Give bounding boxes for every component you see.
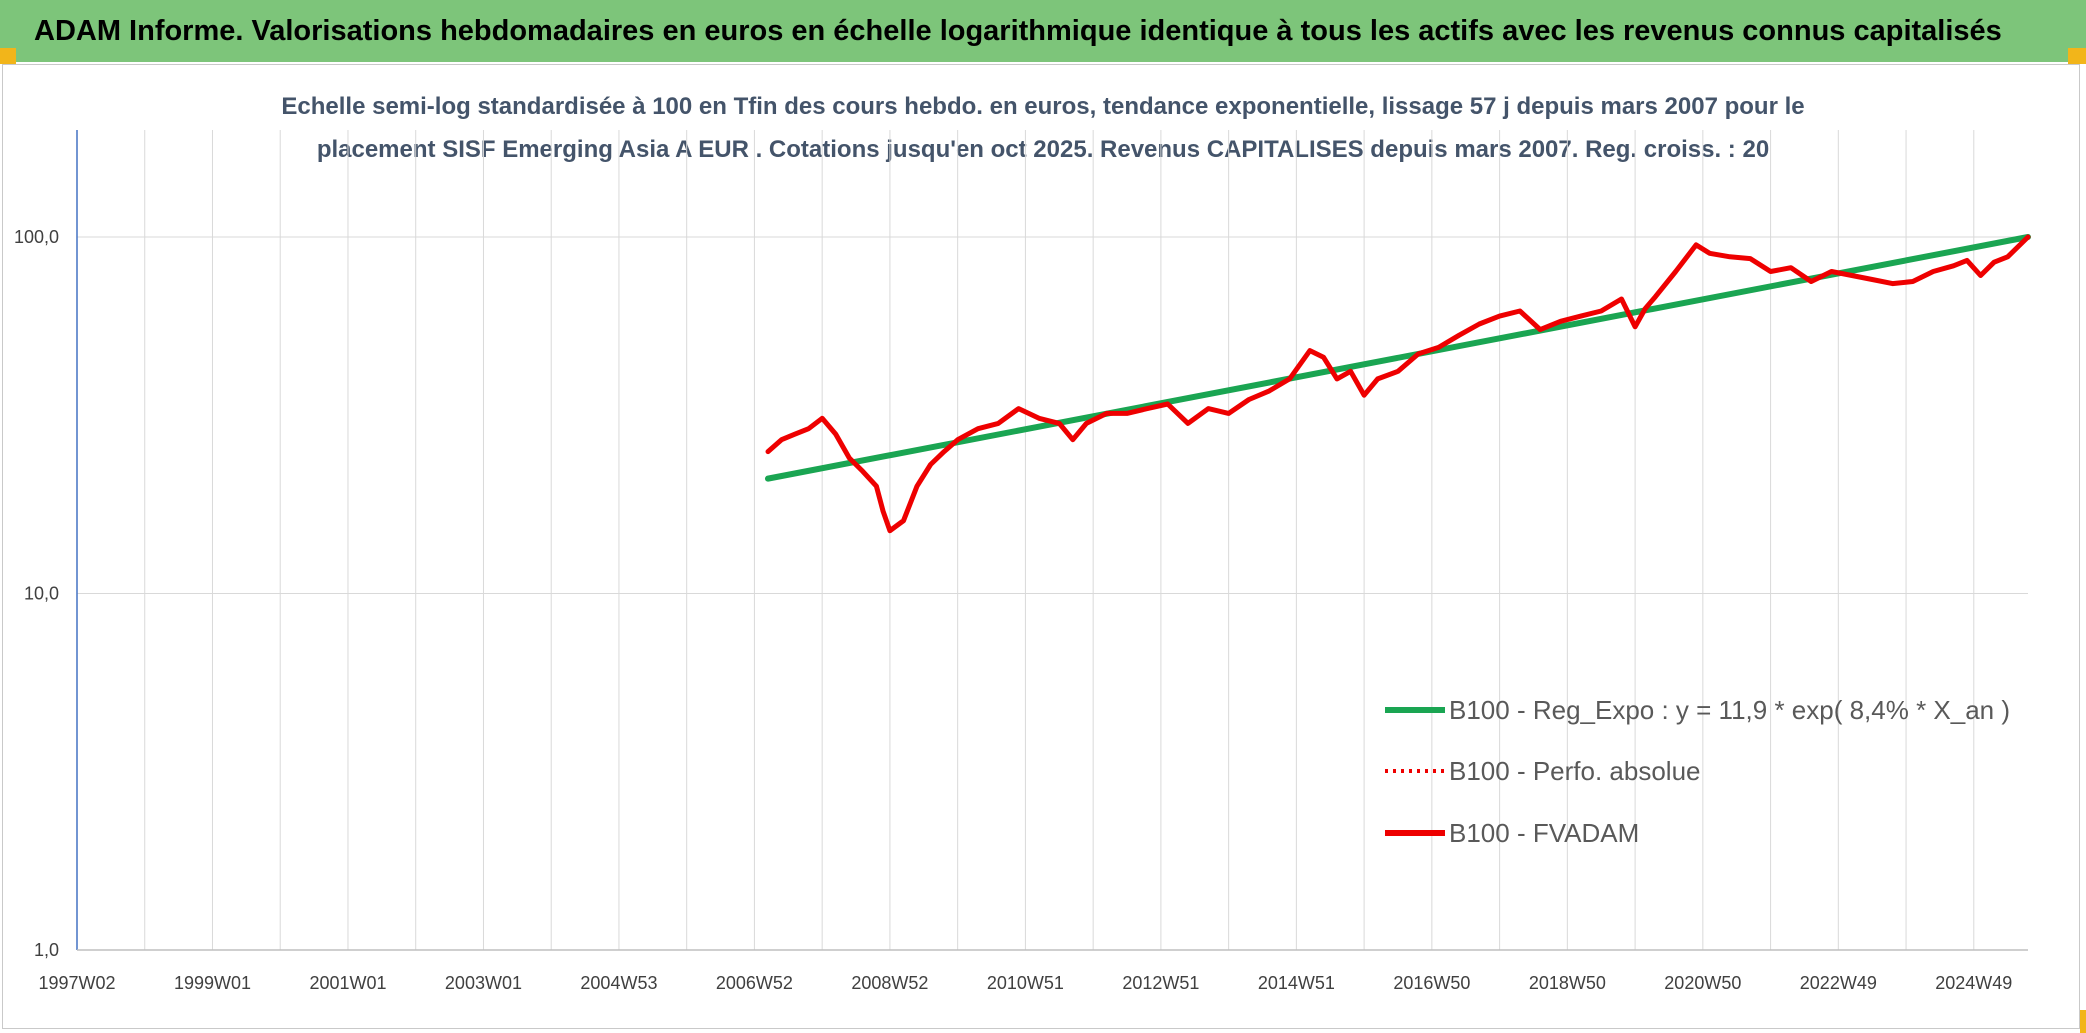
x-tick-label: 2018W50	[1529, 973, 1606, 993]
y-tick-label: 1,0	[34, 940, 59, 960]
x-tick-label: 2020W50	[1664, 973, 1741, 993]
corner-marker-left	[0, 48, 16, 64]
chart-frame	[2, 64, 2080, 1029]
x-tick-label: 1997W02	[38, 973, 115, 993]
x-tick-label: 1999W01	[174, 973, 251, 993]
x-tick-label: 2010W51	[987, 973, 1064, 993]
corner-marker-bottom-right	[2080, 1010, 2086, 1033]
legend-label: B100 - Perfo. absolue	[1449, 756, 1701, 786]
legend-label: B100 - FVADAM	[1449, 818, 1639, 848]
x-tick-label: 2003W01	[445, 973, 522, 993]
x-tick-label: 2024W49	[1935, 973, 2012, 993]
chart-title-line-1: Echelle semi-log standardisée à 100 en T…	[281, 93, 1804, 120]
x-tick-label: 2016W50	[1393, 973, 1470, 993]
y-tick-label: 100,0	[14, 227, 59, 247]
x-tick-label: 2022W49	[1800, 973, 1877, 993]
x-tick-label: 2008W52	[851, 973, 928, 993]
x-tick-label: 2004W53	[580, 973, 657, 993]
fvadam-line	[765, 234, 2031, 534]
x-tick-label: 2012W51	[1122, 973, 1199, 993]
series-layer	[764, 234, 2031, 534]
axis-layer: 1,0 10,0 100,0 1997W02 1999W01 2001W01 2003W01…	[14, 130, 2028, 993]
y-tick-label: 10,0	[24, 584, 59, 604]
grid-layer	[76, 130, 2028, 951]
x-tick-label: 2014W51	[1258, 973, 1335, 993]
x-tick-label: 2006W52	[716, 973, 793, 993]
chart-title-line-2: placement SISF Emerging Asia A EUR . Cot…	[317, 136, 1769, 163]
x-tick-label: 2001W01	[309, 973, 386, 993]
report-title: ADAM Informe. Valorisations hebdomadaire…	[34, 15, 2002, 47]
report-banner: ADAM Informe. Valorisations hebdomadaire…	[0, 0, 2086, 62]
legend: B100 - Reg_Expo : y = 11,9 * exp( 8,4% *…	[1385, 695, 2010, 848]
legend-label: B100 - Reg_Expo : y = 11,9 * exp( 8,4% *…	[1449, 695, 2010, 725]
corner-marker-right	[2068, 48, 2086, 64]
